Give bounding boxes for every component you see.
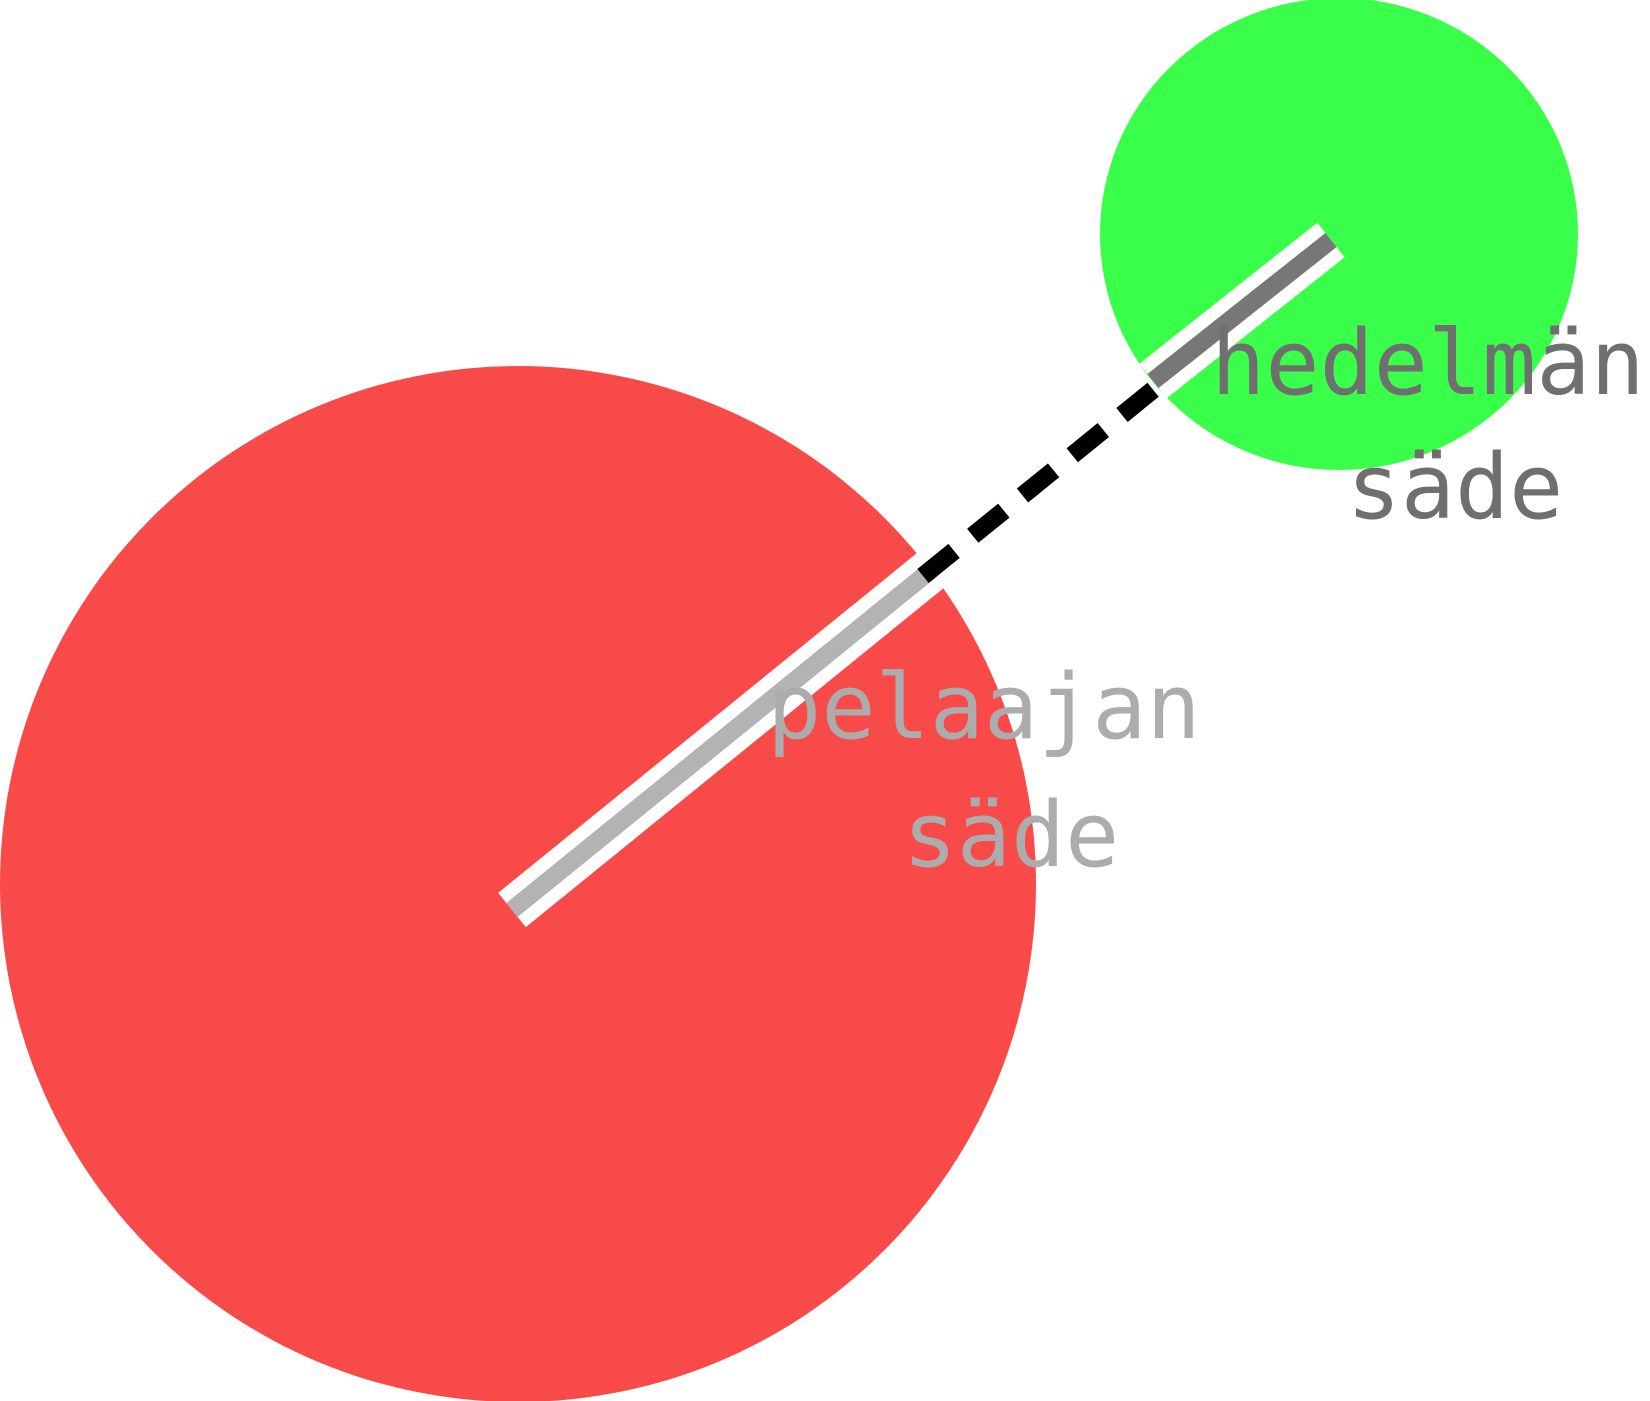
fruit-radius-label-line2: säde (1347, 435, 1564, 540)
fruit-radius-label-line1: hedelmän (1211, 311, 1644, 416)
player-radius-label: pelaajan säde (767, 655, 1255, 888)
fruit-radius-label: hedelmän säde (1211, 311, 1650, 540)
gap-dashed-line (917, 378, 1165, 583)
player-radius-line (506, 563, 937, 917)
player-radius-label-line2: säde (903, 783, 1120, 888)
player-radius-label-line1: pelaajan (767, 655, 1200, 760)
fruit-radius-line (1147, 232, 1337, 389)
